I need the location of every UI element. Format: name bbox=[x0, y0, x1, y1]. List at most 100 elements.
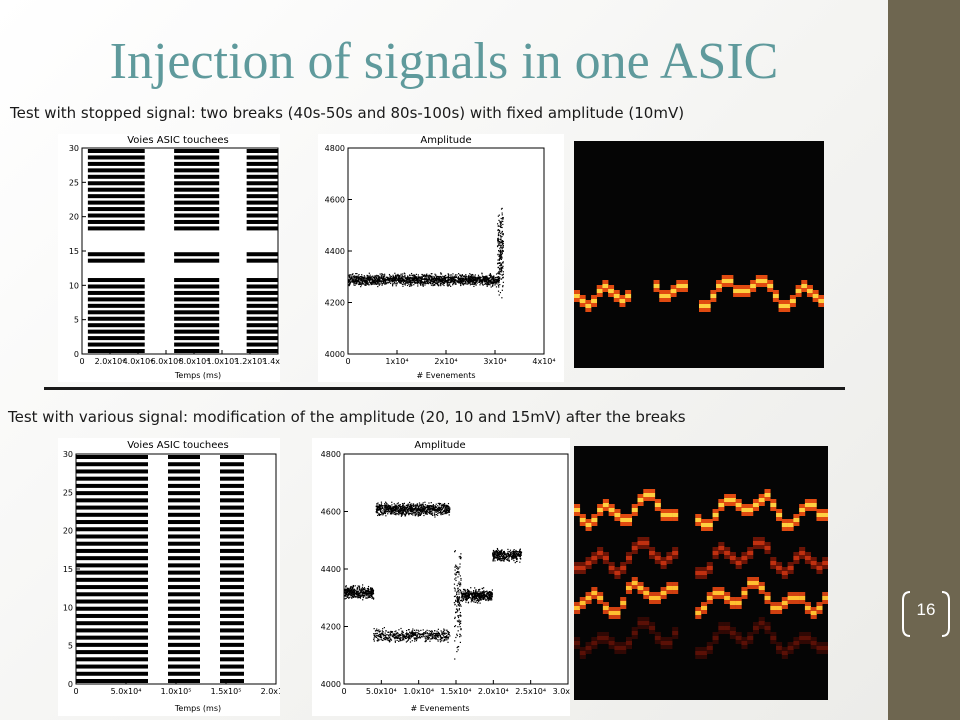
amplitude-plot-2-point bbox=[400, 514, 403, 516]
channels-plot-1-bar bbox=[174, 323, 220, 328]
amplitude-plot-1-point bbox=[389, 276, 391, 278]
amplitude-plot-2-point bbox=[458, 593, 460, 595]
amplitude-plot-2-point bbox=[518, 551, 520, 553]
amplitude-plot-2-point bbox=[357, 595, 359, 597]
amplitude-plot-2-point bbox=[435, 503, 437, 505]
amplitude-plot-2-point bbox=[349, 586, 352, 588]
channels-plot-1-bar bbox=[174, 181, 220, 186]
amplitude-plot-2-point bbox=[442, 634, 445, 636]
amplitude-plot-2-point bbox=[384, 637, 386, 639]
amplitude-plot-1-point bbox=[490, 275, 492, 277]
amplitude-plot-1-point bbox=[469, 275, 472, 277]
amplitude-plot-2-point bbox=[457, 630, 459, 632]
amplitude-plot-2-point bbox=[413, 634, 415, 636]
amplitude-plot-2-point bbox=[397, 512, 400, 514]
amplitude-plot-1-point bbox=[410, 284, 412, 286]
channels-plot-1-bar bbox=[174, 297, 220, 302]
channels-plot-2-bar bbox=[76, 621, 148, 626]
amplitude-plot-2-point bbox=[387, 504, 389, 506]
amplitude-plot-1-point bbox=[362, 281, 364, 284]
amplitude-plot-2-point bbox=[344, 592, 346, 594]
amplitude-plot-2-point bbox=[394, 638, 396, 640]
amplitude-plot-1-point bbox=[492, 276, 494, 278]
heatmap-1-cell bbox=[704, 304, 711, 308]
amplitude-plot-2-point bbox=[457, 588, 459, 590]
amplitude-plot-2-point bbox=[455, 566, 457, 568]
amplitude-plot-2-point bbox=[366, 594, 368, 596]
amplitude-plot-1-point bbox=[372, 283, 374, 285]
amplitude-plot-2-frame bbox=[343, 453, 569, 685]
amplitude-plot-1-point bbox=[424, 282, 426, 284]
amplitude-plot-1-point bbox=[490, 286, 492, 288]
amplitude-plot-2-point bbox=[475, 601, 477, 603]
amplitude-plot-2-title: Amplitude bbox=[414, 440, 465, 451]
amplitude-plot-1-point bbox=[435, 276, 437, 279]
amplitude-plot-1-point bbox=[454, 280, 456, 282]
amplitude-plot-2-point bbox=[413, 509, 415, 511]
amplitude-plot-1-point bbox=[497, 272, 499, 274]
amplitude-plot-2-point bbox=[443, 506, 445, 508]
amplitude-plot-2-point bbox=[457, 599, 460, 601]
amplitude-plot-1-point bbox=[404, 280, 406, 282]
amplitude-plot-2-point bbox=[468, 594, 470, 596]
amplitude-plot-1-point bbox=[458, 282, 460, 284]
channels-plot-2-bar bbox=[76, 642, 148, 647]
amplitude-plot-1-point bbox=[420, 277, 422, 279]
amplitude-plot-2-point bbox=[388, 640, 390, 642]
amplitude-plot-2-svg: Amplitude # Evenements 40004200440046004… bbox=[321, 440, 570, 713]
amplitude-plot-2-point bbox=[468, 593, 470, 595]
amplitude-plot-2-point bbox=[447, 636, 450, 638]
amplitude-plot-2-point bbox=[447, 505, 449, 507]
amplitude-plot-1-point bbox=[435, 278, 438, 280]
amplitude-plot-2-point bbox=[471, 593, 473, 595]
amplitude-plot-1-point bbox=[355, 275, 357, 277]
amplitude-plot-1-point bbox=[501, 256, 503, 258]
amplitude-plot-2-point bbox=[395, 514, 397, 516]
heatmap-1-cell bbox=[585, 308, 592, 312]
amplitude-plot-1-point bbox=[478, 281, 481, 283]
amplitude-plot-2-point bbox=[372, 588, 374, 591]
heatmap-1-cell bbox=[755, 275, 762, 279]
amplitude-plot-1-point bbox=[411, 278, 413, 280]
amplitude-plot-1-point bbox=[485, 276, 487, 279]
amplitude-plot-1-point bbox=[501, 235, 503, 238]
amplitude-plot-2-point bbox=[454, 604, 456, 606]
amplitude-plot-2-point bbox=[479, 591, 481, 593]
amplitude-plot-1-point bbox=[403, 283, 405, 285]
amplitude-plot-2-xtick-label: 2.5x10⁴ bbox=[515, 687, 546, 696]
amplitude-plot-2-point bbox=[413, 629, 416, 631]
amplitude-plot-1-point bbox=[422, 285, 424, 287]
amplitude-plot-1-point bbox=[377, 281, 379, 283]
amplitude-plot-2-point bbox=[396, 639, 398, 641]
amplitude-plot-2-point bbox=[425, 636, 428, 638]
amplitude-plot-2-point bbox=[492, 560, 494, 562]
amplitude-plot-2-point bbox=[444, 504, 446, 506]
amplitude-plot-2-point bbox=[346, 594, 349, 596]
channels-plot-1-bar bbox=[87, 149, 145, 153]
channels-plot-2-bar bbox=[168, 671, 200, 676]
channels-plot-1-bar bbox=[87, 310, 145, 315]
amplitude-plot-1-point bbox=[432, 279, 435, 281]
amplitude-plot-1-point bbox=[460, 284, 462, 286]
amplitude-plot-2-point bbox=[445, 632, 447, 634]
amplitude-plot-1-point bbox=[465, 282, 467, 284]
amplitude-plot-2-point bbox=[428, 633, 430, 635]
amplitude-plot-1-point bbox=[497, 276, 499, 278]
amplitude-plot-2-point bbox=[397, 634, 399, 637]
amplitude-plot-2-point bbox=[476, 597, 478, 600]
amplitude-plot-1-point bbox=[485, 279, 487, 281]
amplitude-plot-2-point bbox=[481, 591, 483, 593]
amplitude-plot-2-point bbox=[493, 551, 495, 553]
amplitude-plot-1-point bbox=[402, 277, 404, 280]
amplitude-plot-2-point bbox=[458, 619, 460, 621]
amplitude-plot-1-point bbox=[379, 273, 381, 275]
amplitude-plot-2-point bbox=[431, 635, 433, 637]
amplitude-plot-1-point bbox=[405, 280, 407, 282]
channels-plot-2-bar bbox=[76, 664, 148, 669]
amplitude-plot-2-point bbox=[351, 587, 354, 589]
amplitude-plot-1-point bbox=[500, 268, 503, 270]
amplitude-plot-2-point bbox=[378, 505, 380, 507]
amplitude-plot-1-point bbox=[367, 277, 369, 279]
amplitude-plot-1-point bbox=[370, 279, 372, 281]
amplitude-plot-2-point bbox=[471, 597, 473, 600]
